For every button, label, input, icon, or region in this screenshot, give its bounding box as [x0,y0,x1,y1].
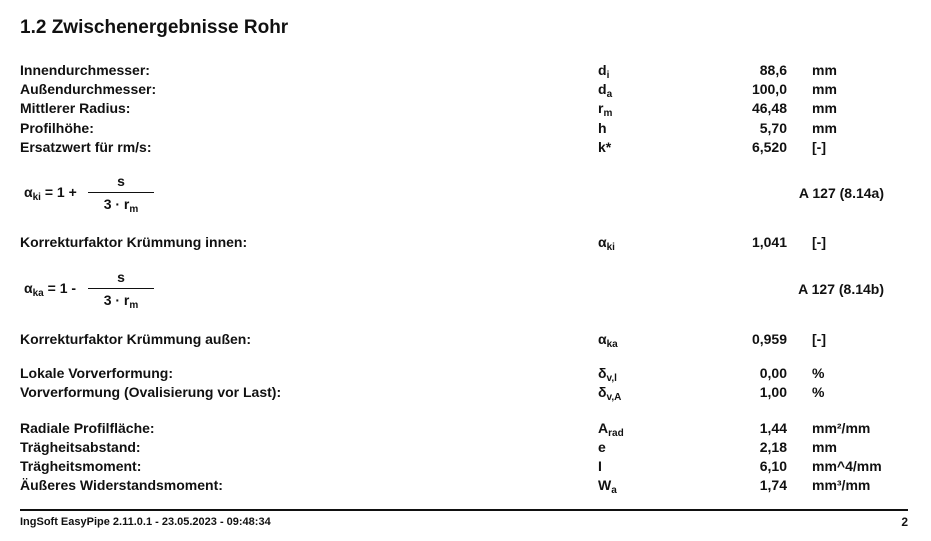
result-row: Außendurchmesser: da 100,0 mm [0,80,931,101]
result-row: Innendurchmesser: di 88,6 mm [0,61,931,81]
row-unit: mm [812,119,837,136]
row-value: 6,10 [759,458,787,474]
row-unit: [-] [812,138,826,155]
row-label: Vorverformung (Ovalisierung vor Last): [20,384,282,400]
result-row: Trägheitsmoment: I 6,10 mm^4/mm [0,457,931,476]
result-row: Vorverformung (Ovalisierung vor Last): δv… [0,383,931,403]
row-value: 88,6 [759,62,787,78]
row-value: 1,041 [751,234,787,250]
page-number: 2 [901,515,908,529]
row-label: Außendurchmesser: [20,81,157,98]
row-symbol: δv,l [598,365,617,384]
row-symbol: da [598,81,613,101]
row-symbol: αki [598,234,615,253]
row-label: Radiale Profilfläche: [20,420,155,436]
row-symbol: k* [598,138,612,155]
row-value: 1,44 [759,420,787,436]
row-value: 0,959 [751,331,787,347]
row-symbol: Arad [598,420,624,439]
row-unit: % [812,365,825,381]
result-row: Lokale Vorverformung: δv,l 0,00% [0,364,931,384]
row-value: 1,74 [759,477,787,493]
row-unit: mm³/mm [812,477,871,493]
row-unit: mm [812,439,837,455]
result-row: Trägheitsabstand: e 2,18 mm [0,438,931,457]
row-label: Korrekturfaktor Krümmung innen: [20,234,248,250]
row-label: Korrekturfaktor Krümmung außen: [20,331,252,347]
footer-divider [20,509,908,511]
row-label: Lokale Vorverformung: [20,365,173,381]
row-value: 100,0 [751,81,787,98]
result-row: Äußeres Widerstandsmoment: Wa 1,74 mm³/mm [0,476,931,496]
row-unit: [-] [812,331,826,347]
row-label: Äußeres Widerstandsmoment: [20,477,223,493]
row-unit: mm [812,62,837,78]
row-unit: mm [812,100,837,117]
row-unit: mm^4/mm [812,458,882,474]
row-symbol: e [598,439,606,455]
formula-reference: A 127 (8.14b) [798,281,884,297]
row-label: Mittlerer Radius: [20,100,131,117]
formula-lhs: α [24,280,33,296]
row-label: Innendurchmesser: [20,62,150,78]
result-row: Mittlerer Radius: rm 46,48 mm [0,99,931,120]
result-row: Radiale Profilfläche: Arad 1,44 mm²/mm [0,419,931,439]
row-unit: % [812,384,825,400]
formula-reference: A 127 (8.14a) [798,185,884,201]
row-symbol: rm [598,100,613,120]
row-symbol: di [598,62,610,81]
result-row: Korrekturfaktor Krümmung außen: αka 0,959 [… [0,330,931,350]
row-label: Profilhöhe: [20,119,94,136]
row-value: 2,18 [759,439,787,455]
row-unit: mm [812,81,837,98]
row-symbol: δv,A [598,384,622,403]
row-unit: mm²/mm [812,420,871,436]
row-symbol: I [598,458,602,474]
row-value: 5,70 [759,119,787,136]
row-value: 1,00 [759,384,787,400]
row-label: Trägheitsmoment: [20,458,142,474]
row-symbol: αka [598,331,618,350]
formula-lhs: α [24,184,33,200]
row-symbol: h [598,119,607,136]
result-row: Korrekturfaktor Krümmung innen: αki 1,041 [… [0,233,931,253]
row-value: 6,520 [751,138,787,155]
row-value: 0,00 [759,365,787,381]
section-title: 1.2 Zwischenergebnisse Rohr [20,17,289,38]
footer-text: IngSoft EasyPipe 2.11.0.1 - 23.05.2023 -… [20,516,271,528]
row-value: 46,48 [751,100,787,117]
row-unit: [-] [812,234,826,250]
row-label: Ersatzwert für rm/s: [20,138,152,155]
row-symbol: Wa [598,477,617,496]
result-row: Profilhöhe: h 5,70 mm [0,119,931,138]
row-label: Trägheitsabstand: [20,439,141,455]
result-row: Ersatzwert für rm/s: k* 6,520 [-] [0,138,931,157]
